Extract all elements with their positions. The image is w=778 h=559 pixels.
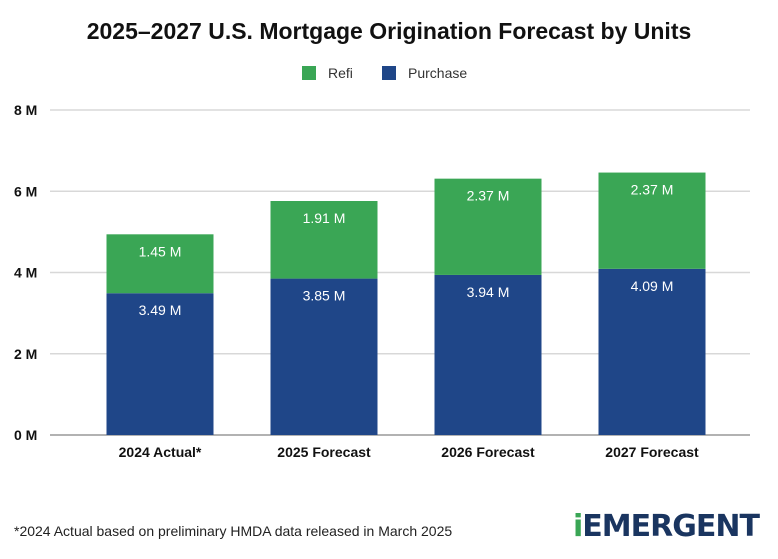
bar-purchase [106, 293, 214, 435]
y-tick-label: 4 M [14, 265, 37, 281]
bar-purchase [598, 268, 706, 435]
x-tick-label: 2025 Forecast [277, 444, 371, 460]
iemergent-logo: iEMERGENT [573, 509, 760, 544]
footnote: *2024 Actual based on preliminary HMDA d… [14, 523, 453, 539]
bar-refi [598, 172, 706, 269]
chart-title: 2025–2027 U.S. Mortgage Origination Fore… [86, 18, 692, 44]
data-label: 1.45 M [139, 243, 182, 259]
x-tick-label: 2027 Forecast [605, 444, 699, 460]
data-label: 2.37 M [631, 182, 674, 198]
data-label: 3.94 M [467, 284, 510, 300]
y-tick-label: 0 M [14, 427, 37, 443]
data-label: 3.49 M [139, 302, 182, 318]
data-label: 2.37 M [467, 188, 510, 204]
bar-refi [434, 178, 542, 275]
data-label: 4.09 M [631, 278, 674, 294]
x-tick-label: 2026 Forecast [441, 444, 535, 460]
legend-swatch-purchase [382, 66, 396, 80]
legend-label: Refi [328, 65, 353, 81]
legend-label: Purchase [408, 65, 467, 81]
y-tick-label: 8 M [14, 102, 37, 118]
y-tick-label: 6 M [14, 183, 37, 199]
bar-refi [270, 201, 378, 279]
x-tick-label: 2024 Actual* [119, 444, 202, 460]
bar-purchase [434, 274, 542, 435]
data-label: 3.85 M [303, 288, 346, 304]
bar-purchase [270, 278, 378, 435]
data-label: 1.91 M [303, 210, 346, 226]
y-tick-label: 2 M [14, 346, 37, 362]
bar-refi [106, 234, 214, 294]
legend-swatch-refi [302, 66, 316, 80]
